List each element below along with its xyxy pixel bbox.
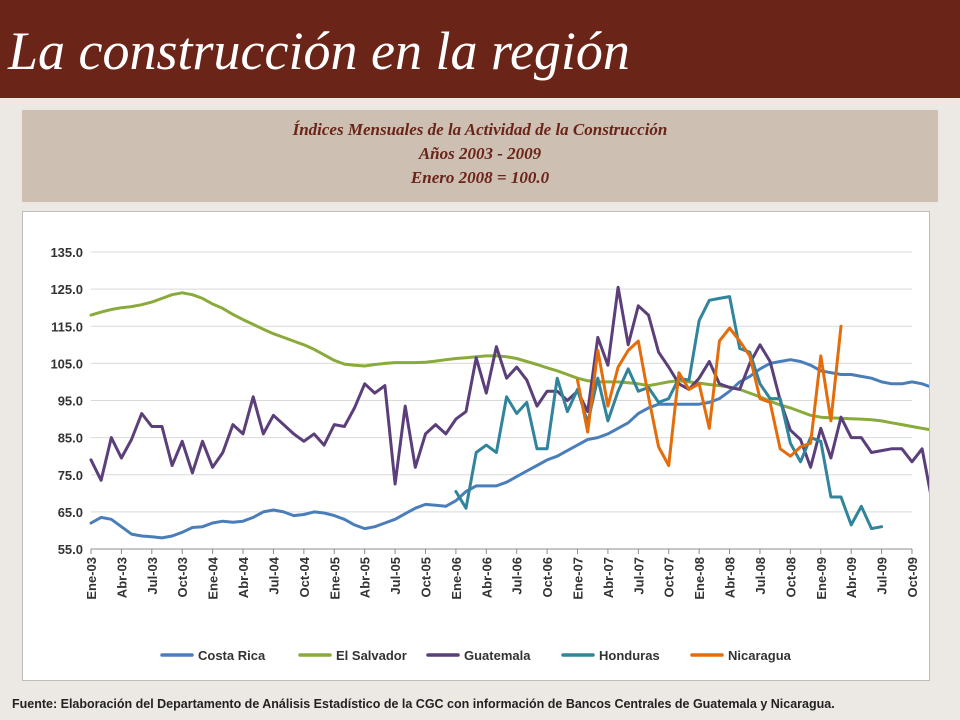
- x-tick-label: Jul-08: [753, 557, 768, 595]
- legend-label-honduras: Honduras: [599, 648, 660, 663]
- y-tick-label: 125.0: [50, 282, 83, 297]
- legend-label-nicaragua: Nicaragua: [728, 648, 792, 663]
- x-tick-label: Oct-08: [783, 557, 798, 597]
- x-tick-label: Jul-07: [631, 557, 646, 595]
- x-tick-label: Ene-05: [327, 557, 342, 600]
- x-tick-label: Jul-05: [388, 557, 403, 595]
- y-tick-label: 85.0: [58, 431, 83, 446]
- x-tick-label: Oct-06: [540, 557, 555, 597]
- x-tick-label: Abr-09: [844, 557, 859, 598]
- x-tick-label: Abr-06: [479, 557, 494, 598]
- chart-subtitle-line-1: Índices Mensuales de la Actividad de la …: [292, 120, 668, 139]
- x-tick-label: Ene-03: [84, 557, 99, 600]
- chart-area: 135.0 125.0 115.0 105.0 95.0 85.0 75.0 65.0 55.0…: [22, 211, 960, 681]
- x-tick-label: Ene-07: [571, 557, 586, 600]
- chart-subtitle-line-3: Enero 2008 = 100.0: [410, 168, 550, 187]
- chart-subtitle-line-2: Años 2003 - 2009: [418, 144, 542, 163]
- x-tick-label: Jul-06: [510, 557, 525, 595]
- series-line-nicaragua: [576, 324, 843, 467]
- y-tick-label: 135.0: [50, 245, 83, 260]
- x-tick-label: Ene-06: [449, 557, 464, 600]
- line-chart: 135.0 125.0 115.0 105.0 95.0 85.0 75.0 65.0 55.0…: [50, 245, 960, 663]
- legend-label-costa-rica: Costa Rica: [198, 648, 266, 663]
- y-tick-label: 75.0: [58, 468, 83, 483]
- x-tick-label: Ene-09: [814, 557, 829, 600]
- x-tick-label: Oct-03: [175, 557, 190, 597]
- x-tick-label: Jul-04: [266, 556, 281, 594]
- chart-subtitle-box: Índices Mensuales de la Actividad de la …: [22, 110, 938, 202]
- y-tick-label: 55.0: [58, 542, 83, 557]
- y-tick-label: 115.0: [51, 319, 83, 334]
- x-tick-label: Abr-03: [114, 557, 129, 598]
- y-tick-label: 95.0: [58, 394, 83, 409]
- x-tick-label: Oct-05: [418, 557, 433, 597]
- legend-label-guatemala: Guatemala: [464, 648, 531, 663]
- y-tick-label: 105.0: [50, 356, 83, 371]
- x-tick-label: Abr-08: [723, 557, 738, 598]
- page-title: La construcción en la región: [8, 21, 630, 81]
- series-line-honduras: [454, 295, 884, 531]
- title-bar: [0, 0, 960, 98]
- x-tick-label: Abr-05: [358, 557, 373, 598]
- x-tick-label: Jul-03: [145, 557, 160, 595]
- x-tick-label: Jul-09: [875, 557, 890, 595]
- source-note: Fuente: Elaboración del Departamento de …: [12, 697, 835, 711]
- legend-label-el-salvador: El Salvador: [336, 648, 407, 663]
- y-tick-label: 65.0: [58, 505, 83, 520]
- series-line-el-salvador: [89, 291, 954, 434]
- x-tick-label: Abr-07: [601, 557, 616, 598]
- x-tick-label: Abr-04: [236, 556, 251, 598]
- x-tick-label: Oct-09: [905, 557, 920, 597]
- x-tick-label: Oct-04: [297, 556, 312, 597]
- x-tick-label: Ene-04: [206, 556, 221, 599]
- x-tick-label: Ene-08: [692, 557, 707, 600]
- series-line-costa-rica: [89, 358, 960, 540]
- series-line-guatemala: [89, 285, 934, 505]
- x-tick-label: Oct-07: [662, 557, 677, 597]
